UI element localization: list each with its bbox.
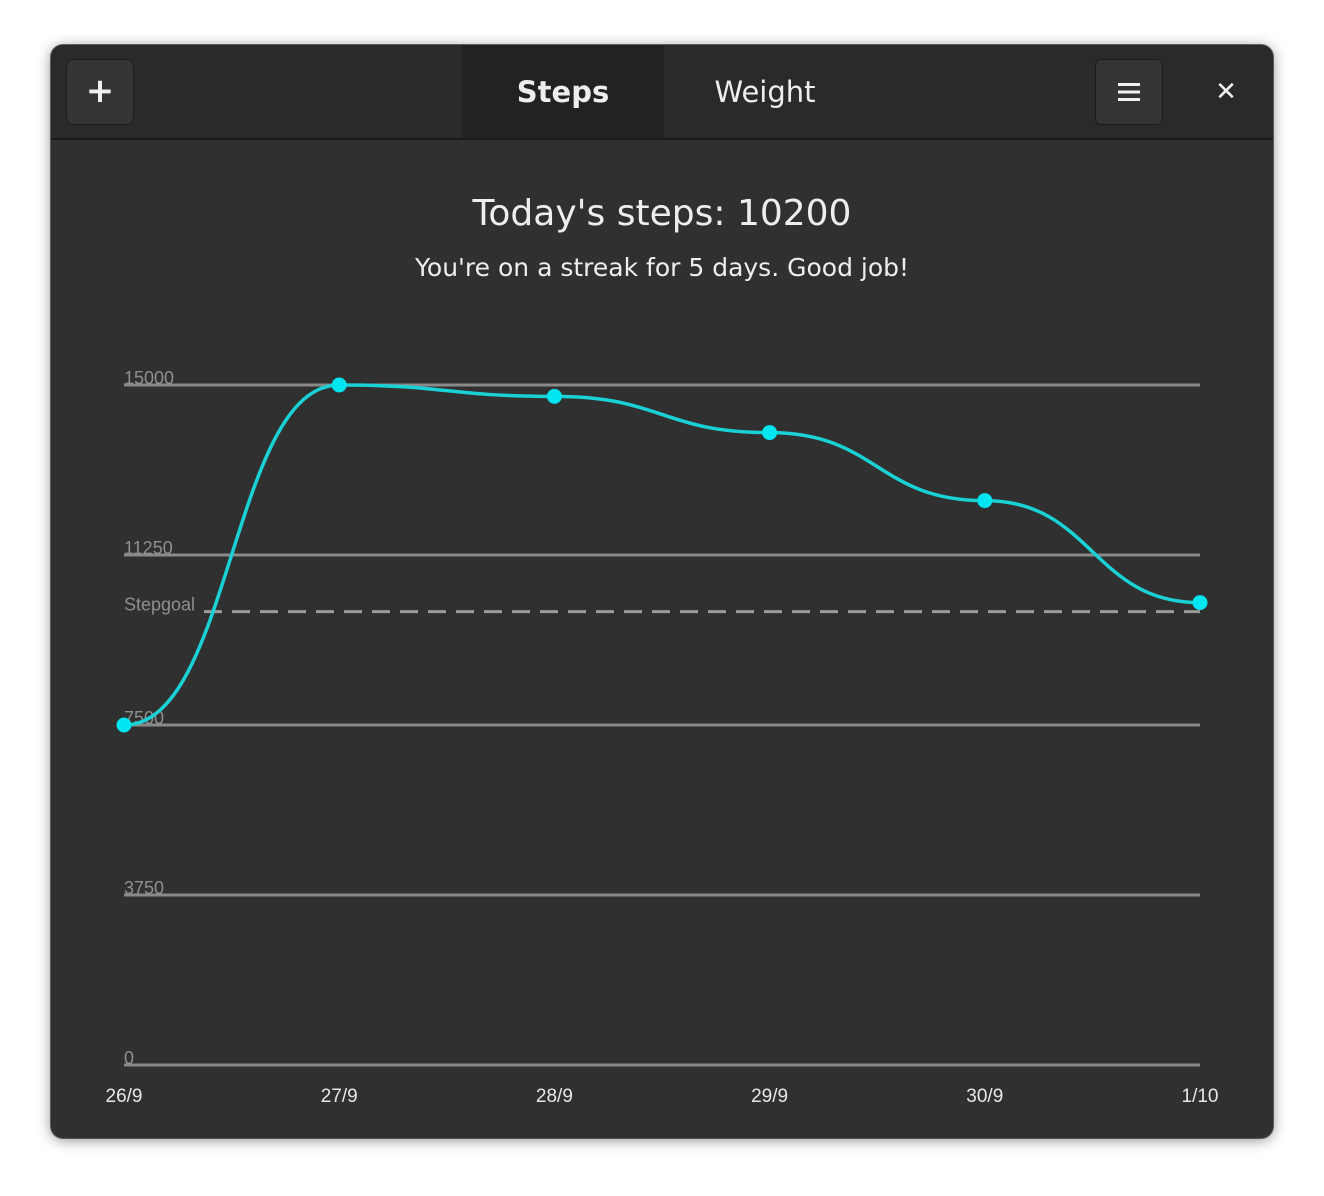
menu-button[interactable] xyxy=(1095,59,1163,125)
close-button[interactable]: ✕ xyxy=(1196,59,1256,125)
x-tick-label: 27/9 xyxy=(321,1086,358,1107)
close-icon: ✕ xyxy=(1215,77,1237,107)
y-tick-label: 0 xyxy=(124,1048,134,1068)
y-tick-label: 15000 xyxy=(124,368,174,388)
x-tick-label: 29/9 xyxy=(751,1086,788,1107)
y-tick-label: 11250 xyxy=(124,538,173,558)
tab-weight-label: Weight xyxy=(714,74,816,109)
steps-series-line xyxy=(123,383,1201,727)
data-point[interactable] xyxy=(116,717,132,733)
app-window: + Steps Weight ✕ Today's steps: 10200 Yo… xyxy=(51,45,1273,1138)
x-tick-label: 30/9 xyxy=(966,1086,1003,1107)
tab-steps-label: Steps xyxy=(516,74,610,109)
hamburger-menu-icon xyxy=(1118,83,1140,101)
x-tick-label: 1/10 xyxy=(1182,1086,1219,1107)
data-point[interactable] xyxy=(331,377,347,393)
data-point[interactable] xyxy=(546,388,562,404)
y-tick-label: 3750 xyxy=(124,878,164,898)
add-button[interactable]: + xyxy=(66,59,134,125)
data-point[interactable] xyxy=(762,425,778,441)
header-bar: + Steps Weight ✕ xyxy=(51,45,1273,140)
x-tick-label: 28/9 xyxy=(536,1086,573,1107)
data-point[interactable] xyxy=(1192,595,1208,611)
tab-steps[interactable]: Steps xyxy=(462,45,664,138)
streak-message: You're on a streak for 5 days. Good job! xyxy=(414,253,910,282)
data-point[interactable] xyxy=(977,493,993,509)
tab-weight[interactable]: Weight xyxy=(664,45,866,138)
x-tick-label: 26/9 xyxy=(106,1086,143,1107)
stepgoal-label: Stepgoal xyxy=(124,595,195,615)
plus-icon: + xyxy=(85,70,115,111)
page-title: Today's steps: 10200 xyxy=(472,193,852,234)
